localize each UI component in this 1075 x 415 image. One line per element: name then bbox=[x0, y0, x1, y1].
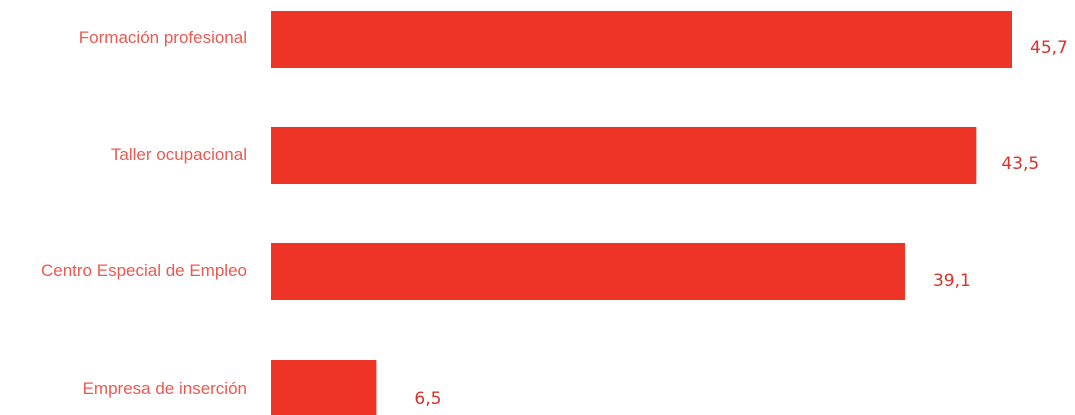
category-label-formacion-profesional: Formación profesional bbox=[79, 28, 247, 47]
bar-centro-especial-de-empleo bbox=[271, 243, 905, 300]
value-label-empresa-de-insercion: 6,5 bbox=[414, 389, 441, 409]
value-label-taller-ocupacional: 43,5 bbox=[1001, 154, 1039, 174]
category-label-empresa-de-insercion: Empresa de inserción bbox=[83, 379, 247, 398]
value-label-formacion-profesional: 45,7 bbox=[1030, 38, 1068, 58]
bar-formacion-profesional bbox=[271, 11, 1012, 68]
bar-empresa-de-insercion bbox=[271, 360, 377, 415]
category-label-centro-especial-de-empleo: Centro Especial de Empleo bbox=[41, 261, 247, 280]
value-label-centro-especial-de-empleo: 39,1 bbox=[933, 271, 971, 291]
bar-taller-ocupacional bbox=[271, 127, 977, 184]
category-label-taller-ocupacional: Taller ocupacional bbox=[111, 145, 247, 164]
